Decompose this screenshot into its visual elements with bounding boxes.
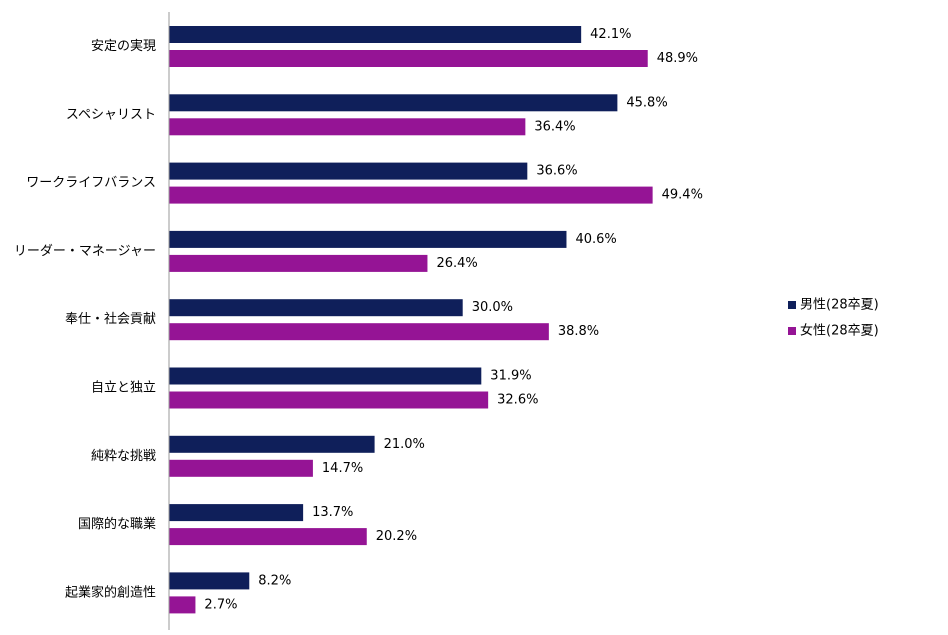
bar-male — [169, 26, 582, 43]
data-label: 36.4% — [534, 119, 575, 134]
bar-male — [169, 572, 250, 590]
category-label: 国際的な職業 — [78, 516, 156, 532]
bar-female — [169, 391, 489, 409]
data-label: 45.8% — [626, 95, 667, 110]
data-label: 26.4% — [436, 256, 477, 271]
data-label: 36.6% — [536, 164, 577, 179]
legend-swatch — [788, 301, 796, 309]
data-label: 42.1% — [590, 27, 631, 42]
bar-male — [169, 230, 567, 248]
data-label: 21.0% — [384, 437, 425, 452]
category-label: スペシャリスト — [66, 107, 156, 122]
category-label: リーダー・マネージャー — [14, 244, 156, 259]
data-label: 30.0% — [472, 300, 513, 315]
bar-female — [169, 459, 313, 477]
data-label: 14.7% — [322, 461, 363, 476]
category-label: 自立と独立 — [91, 381, 156, 396]
bar-male — [169, 299, 463, 317]
category-label: 純粋な挑戦 — [91, 449, 156, 464]
bar-male — [169, 435, 375, 453]
bar-male — [169, 162, 528, 180]
data-label: 8.2% — [258, 573, 291, 588]
bar-male — [169, 367, 482, 385]
category-label: 起業家的創造性 — [65, 584, 156, 600]
bar-female — [169, 254, 428, 272]
data-label: 2.7% — [204, 597, 237, 612]
data-label: 48.9% — [657, 51, 698, 66]
legend-swatch — [788, 327, 796, 335]
legend-label: 女性(28卒夏) — [800, 323, 879, 339]
category-label: 安定の実現 — [91, 38, 156, 54]
category-label: 奉仕・社会貢献 — [65, 311, 156, 327]
bars-layer — [169, 26, 653, 614]
category-label: ワークライフバランス — [26, 176, 156, 191]
data-label: 31.9% — [490, 369, 531, 384]
legend: 男性(28卒夏) 女性(28卒夏) — [788, 298, 879, 339]
data-label: 13.7% — [312, 505, 353, 520]
bar-male — [169, 94, 618, 112]
legend-label: 男性(28卒夏) — [800, 298, 879, 313]
data-label: 32.6% — [497, 393, 538, 408]
data-label: 20.2% — [376, 529, 417, 544]
bar-female — [169, 323, 549, 341]
bar-female — [169, 596, 196, 614]
bar-female — [169, 528, 367, 546]
labels-layer: 安定の実現 42.1% 48.9% スペシャリスト 45.8% 36.4% ワークライフバラ… — [14, 27, 703, 612]
bar-female — [169, 50, 648, 67]
data-label: 38.8% — [558, 324, 599, 339]
bar-male — [169, 504, 304, 522]
bar-female — [169, 186, 653, 204]
data-label: 49.4% — [662, 188, 703, 203]
data-label: 40.6% — [575, 232, 616, 247]
bar-female — [169, 118, 526, 136]
